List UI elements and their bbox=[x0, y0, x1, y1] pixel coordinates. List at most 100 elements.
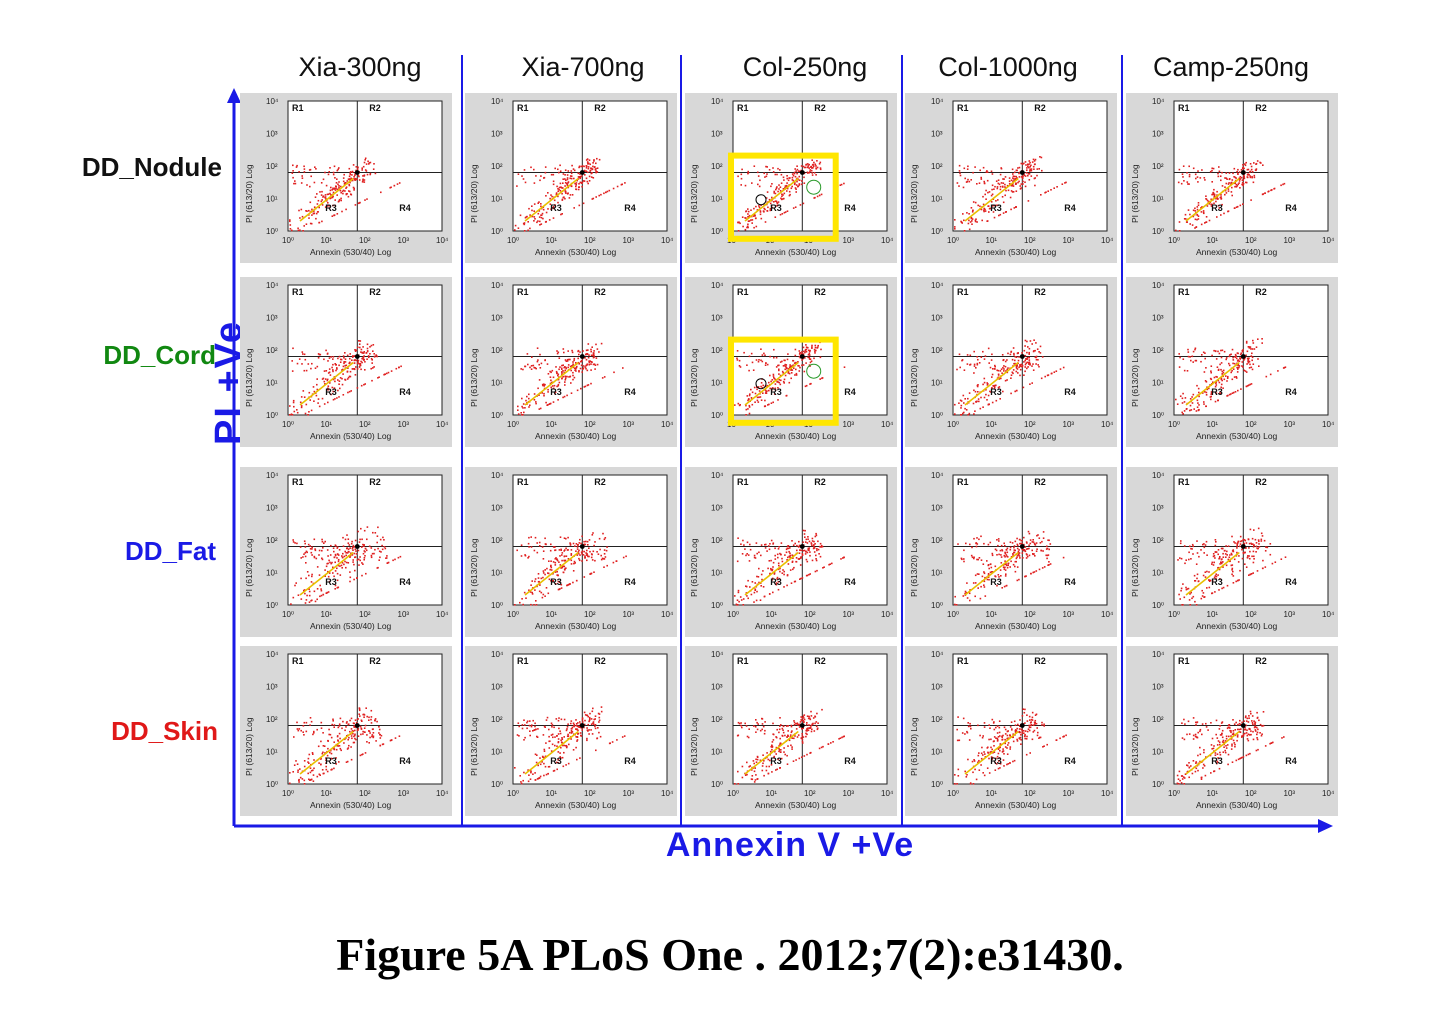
data-point bbox=[757, 175, 760, 177]
data-point bbox=[822, 745, 824, 748]
data-point bbox=[807, 163, 809, 165]
scatter-points bbox=[289, 157, 401, 232]
data-point bbox=[522, 368, 524, 371]
data-point bbox=[346, 748, 349, 750]
data-point bbox=[997, 544, 999, 547]
data-point bbox=[333, 741, 335, 743]
data-point bbox=[763, 207, 765, 210]
data-point bbox=[542, 570, 545, 572]
data-point bbox=[1182, 176, 1184, 178]
data-point bbox=[1217, 350, 1219, 353]
data-point bbox=[593, 352, 595, 354]
data-point bbox=[563, 744, 565, 747]
data-point bbox=[764, 221, 767, 223]
data-point bbox=[544, 573, 546, 576]
data-point bbox=[543, 392, 545, 395]
data-point bbox=[350, 542, 353, 545]
region-label-r3: R3 bbox=[1211, 577, 1223, 587]
data-point bbox=[544, 569, 546, 571]
data-point bbox=[1245, 181, 1248, 184]
data-point bbox=[392, 559, 394, 562]
data-point bbox=[768, 169, 771, 171]
column-title-col-250: Col-250ng bbox=[742, 52, 868, 82]
data-point bbox=[581, 371, 583, 373]
data-point bbox=[310, 367, 312, 370]
data-point bbox=[1252, 543, 1254, 545]
data-point bbox=[591, 168, 594, 171]
data-point bbox=[1178, 168, 1181, 171]
data-point bbox=[371, 359, 373, 361]
data-point bbox=[840, 558, 842, 560]
data-point bbox=[1197, 218, 1200, 220]
data-point bbox=[1015, 367, 1018, 369]
data-point bbox=[978, 573, 980, 575]
data-point bbox=[551, 743, 554, 746]
data-point bbox=[1029, 364, 1031, 366]
data-point bbox=[570, 175, 573, 177]
data-point bbox=[796, 549, 798, 552]
y-tick-label: 10³ bbox=[931, 130, 943, 139]
data-point bbox=[539, 367, 542, 369]
y-tick-label: 10⁴ bbox=[266, 471, 279, 480]
data-point bbox=[350, 390, 352, 392]
data-point bbox=[530, 603, 532, 606]
region-label-r4: R4 bbox=[844, 387, 856, 397]
data-point bbox=[564, 181, 567, 184]
data-point bbox=[1250, 383, 1253, 385]
data-point bbox=[1245, 161, 1247, 164]
data-point bbox=[543, 748, 546, 751]
data-point bbox=[812, 163, 814, 166]
data-point bbox=[1040, 549, 1043, 552]
x-axis-label: Annexin (530/40) Log bbox=[755, 621, 837, 631]
data-point bbox=[985, 189, 987, 192]
data-point bbox=[998, 576, 1000, 578]
data-point bbox=[757, 576, 760, 578]
data-point bbox=[964, 177, 966, 180]
data-point bbox=[1255, 551, 1257, 553]
data-point bbox=[1225, 358, 1227, 361]
data-point bbox=[778, 577, 781, 580]
y-tick-label: 10⁰ bbox=[1152, 411, 1164, 420]
data-point bbox=[581, 165, 584, 167]
data-point bbox=[586, 161, 589, 163]
data-point bbox=[297, 771, 299, 773]
data-point bbox=[762, 570, 764, 572]
data-point bbox=[1218, 207, 1221, 209]
data-point bbox=[564, 185, 566, 187]
data-point bbox=[960, 414, 962, 416]
data-point bbox=[309, 548, 312, 550]
data-point bbox=[796, 168, 799, 171]
data-point bbox=[368, 730, 371, 732]
data-point bbox=[1201, 589, 1203, 592]
data-point bbox=[1225, 545, 1227, 547]
data-point bbox=[1186, 172, 1188, 174]
data-point bbox=[967, 178, 969, 181]
data-point bbox=[1269, 553, 1272, 556]
data-point bbox=[398, 182, 401, 184]
data-point bbox=[351, 737, 353, 740]
data-point bbox=[798, 175, 801, 178]
density-ridge bbox=[964, 177, 1019, 222]
data-point bbox=[371, 734, 374, 736]
data-point bbox=[600, 558, 603, 561]
data-point bbox=[1028, 163, 1030, 166]
data-point bbox=[330, 194, 332, 196]
data-point bbox=[330, 393, 332, 396]
data-point bbox=[355, 166, 358, 168]
x-tick-label: 10¹ bbox=[321, 610, 333, 619]
data-point bbox=[358, 708, 361, 710]
y-tick-label: 10⁰ bbox=[491, 227, 503, 236]
data-point bbox=[527, 557, 529, 559]
data-point bbox=[1196, 573, 1199, 576]
data-point bbox=[300, 405, 303, 407]
data-point bbox=[1001, 185, 1004, 188]
data-point bbox=[807, 356, 809, 359]
data-point bbox=[776, 576, 779, 579]
data-point bbox=[372, 344, 375, 346]
data-point bbox=[1011, 542, 1014, 544]
data-point bbox=[309, 545, 311, 547]
data-point bbox=[362, 733, 364, 735]
y-tick-label: 10⁴ bbox=[491, 281, 504, 290]
data-point bbox=[761, 765, 764, 767]
data-point bbox=[552, 770, 555, 772]
